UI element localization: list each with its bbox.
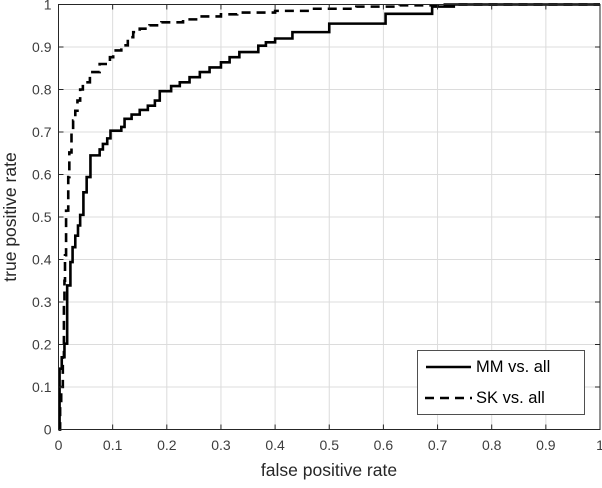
y-tick-label: 0.6 — [32, 167, 52, 183]
y-tick-label: 0 — [44, 422, 52, 438]
legend-line-dashed-icon — [425, 396, 472, 400]
y-tick-label: 0.3 — [32, 294, 52, 310]
y-tick-label: 0.1 — [32, 379, 52, 395]
x-tick-label: 0.6 — [374, 437, 394, 453]
x-tick-label: 1 — [596, 437, 602, 453]
y-tick-label: 0.9 — [32, 39, 52, 55]
x-tick-label: 0.9 — [536, 437, 556, 453]
x-tick-label: 0.8 — [482, 437, 502, 453]
legend-row-mm: MM vs. all — [418, 352, 584, 382]
tick-label-layer: 0 0.1 0.2 0.3 0.4 0.5 0.6 0.7 0.8 0.9 1 0 0.1 0.2 0.3 0… — [32, 0, 602, 453]
x-axis-label: false positive rate — [261, 460, 397, 480]
y-tick-label: 0.2 — [32, 337, 52, 353]
legend-line-solid-icon — [426, 365, 471, 369]
x-tick-label: 0.1 — [103, 437, 123, 453]
legend-row-sk: SK vs. all — [418, 383, 584, 413]
x-tick-label: 0.4 — [265, 437, 285, 453]
sk-vs-all-curve — [58, 3, 600, 431]
y-tick-label: 1 — [44, 0, 52, 13]
y-axis-label: true positive rate — [0, 152, 20, 281]
x-tick-label: 0.2 — [157, 437, 177, 453]
x-tick-label: 0.3 — [211, 437, 231, 453]
grid-layer — [58, 4, 600, 430]
y-tick-label: 0.8 — [32, 82, 52, 98]
x-tick-label: 0.5 — [320, 437, 340, 453]
axis-layer — [58, 4, 601, 430]
x-tick-label: 0 — [55, 437, 63, 453]
curve-layer — [58, 3, 600, 431]
mm-vs-all-curve — [58, 3, 600, 431]
y-tick-label: 0.7 — [32, 124, 52, 140]
legend: MM vs. all SK vs. all — [417, 350, 585, 415]
y-tick-label: 0.5 — [32, 209, 52, 225]
y-tick-label: 0.4 — [32, 252, 52, 268]
legend-label-sk: SK vs. all — [476, 388, 545, 407]
legend-label-mm: MM vs. all — [476, 357, 551, 376]
x-tick-label: 0.7 — [428, 437, 448, 453]
